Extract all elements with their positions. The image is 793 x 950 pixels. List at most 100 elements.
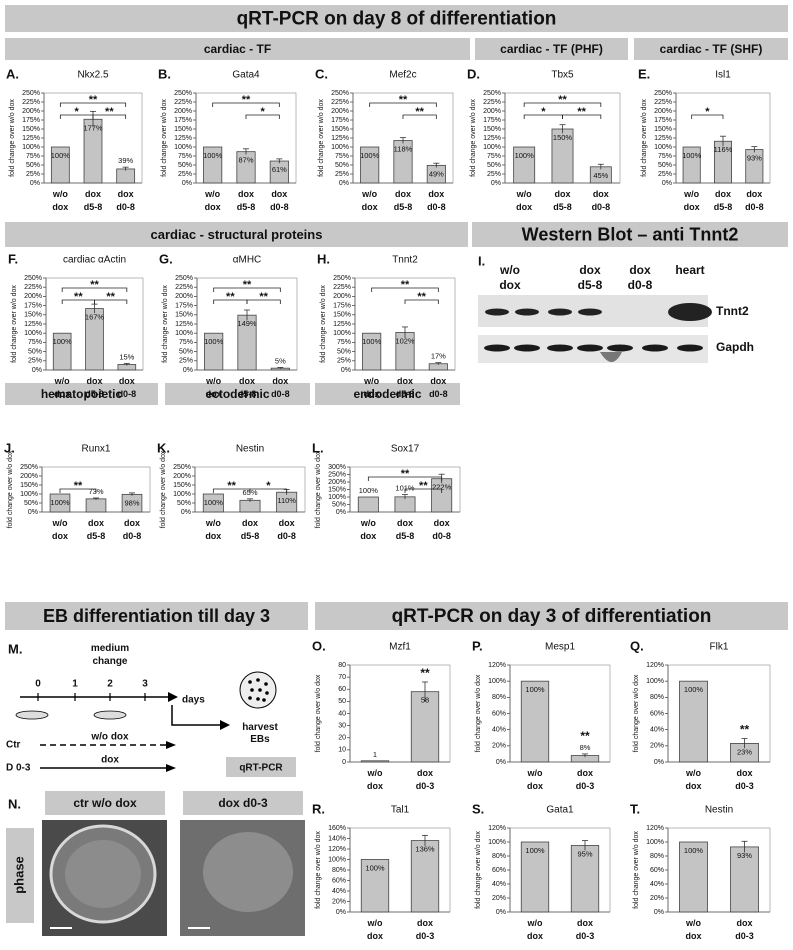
panel-label: N. — [8, 796, 21, 811]
section-header-bg — [5, 38, 470, 60]
significance-bracket — [59, 488, 97, 493]
section-header-bg — [5, 5, 788, 32]
y-tick-label: 40% — [492, 727, 506, 734]
y-tick-label: 100% — [333, 330, 351, 337]
y-tick-label: 120% — [488, 825, 506, 832]
y-tick-label: 175% — [654, 117, 672, 124]
y-axis-label: fold change over w/o dox — [315, 450, 322, 528]
treatment-label: dox — [101, 755, 119, 766]
x-tick-label: dox d0-8 — [432, 518, 451, 541]
bar — [520, 680, 550, 763]
y-tick-label: 225% — [333, 284, 351, 291]
lane-label: dox d0-8 — [628, 263, 653, 292]
x-tick-label: w/o dox — [54, 376, 71, 399]
y-tick-label: 225% — [24, 284, 42, 291]
y-tick-label: 25% — [26, 171, 40, 178]
y-tick-label: 60% — [332, 877, 346, 884]
y-axis-label: fold change over w/o dox — [315, 831, 322, 909]
column-header-bg — [45, 791, 165, 815]
y-tick-label: 40% — [492, 881, 506, 888]
panel-label: F. — [8, 251, 18, 266]
value-label: 110% — [277, 496, 296, 505]
y-tick-label: 50% — [26, 162, 40, 169]
chart-title: Mzf1 — [389, 642, 411, 653]
significance-bracket — [371, 287, 439, 292]
value-label: 177% — [83, 123, 103, 132]
y-tick-label: 250% — [173, 464, 191, 471]
bar — [204, 332, 224, 371]
y-tick-label: 225% — [331, 99, 349, 106]
y-tick-label: 250% — [483, 90, 501, 97]
significance-label: ** — [74, 480, 83, 492]
y-tick-label: 50% — [24, 500, 38, 507]
value-label: 23% — [737, 747, 752, 756]
y-tick-label: 50% — [28, 348, 42, 355]
y-tick-label: 40% — [650, 881, 664, 888]
y-tick-label: 100% — [22, 144, 40, 151]
eb-dot — [250, 688, 254, 692]
x-tick-label: dox d0-8 — [116, 189, 135, 212]
x-tick-label: w/o dox — [527, 768, 544, 791]
significance-bracket — [94, 299, 128, 304]
blot-band — [514, 344, 540, 352]
y-tick-label: 200% — [331, 108, 349, 115]
significance-bracket — [92, 114, 127, 119]
x-tick-label: dox d5-8 — [238, 376, 257, 399]
value-label: 101% — [395, 484, 415, 493]
chart-title: Runx1 — [82, 444, 111, 455]
value-label: 100% — [51, 151, 71, 160]
panel-label: R. — [312, 801, 325, 816]
y-tick-label: 0% — [336, 509, 346, 516]
y-tick-label: 150% — [20, 482, 38, 489]
y-tick-label: 175% — [175, 302, 193, 309]
timepoint-label: 1 — [72, 679, 78, 690]
y-tick-label: 25% — [658, 171, 672, 178]
blot-smear — [600, 352, 622, 362]
y-tick-label: 0% — [183, 367, 193, 374]
significance-bracket — [523, 102, 602, 107]
significance-label: * — [541, 106, 546, 118]
x-tick-label: dox d5-8 — [237, 189, 256, 212]
x-tick-label: dox d0-8 — [745, 189, 764, 212]
y-tick-label: 100% — [488, 839, 506, 846]
y-tick-label: 150% — [328, 486, 346, 493]
significance-label: * — [705, 106, 710, 118]
significance-label: ** — [401, 279, 410, 291]
x-tick-label: dox d5-8 — [85, 376, 104, 399]
value-label: 116% — [714, 145, 733, 154]
row-label: Ctr — [6, 740, 21, 751]
y-tick-label: 60% — [492, 867, 506, 874]
significance-label: ** — [577, 106, 586, 118]
panel-label: H. — [317, 251, 330, 266]
value-label: 100% — [684, 685, 704, 694]
y-tick-label: 70 — [338, 674, 346, 681]
y-tick-label: 60% — [492, 710, 506, 717]
section-header: ectodermic — [205, 387, 269, 401]
row-label: phase — [11, 856, 26, 894]
y-tick-label: 125% — [174, 135, 192, 142]
section-header-bg — [5, 383, 158, 405]
chart-title: Mef2c — [389, 70, 416, 81]
y-tick-label: 175% — [24, 302, 42, 309]
chart-title: Tnnt2 — [392, 255, 418, 266]
panel-label: A. — [6, 66, 19, 81]
y-tick-label: 250% — [20, 464, 38, 471]
bar — [116, 168, 136, 184]
y-tick-label: 10 — [338, 747, 346, 754]
eb-dot — [248, 696, 252, 700]
y-tick-label: 25% — [335, 171, 349, 178]
value-label: 100% — [515, 151, 535, 160]
y-tick-label: 75% — [178, 153, 192, 160]
value-label: 167% — [85, 313, 105, 322]
significance-label: ** — [105, 106, 114, 118]
x-tick-label: w/o dox — [204, 189, 221, 212]
significance-bracket — [691, 114, 724, 119]
value-label: 100% — [359, 486, 379, 495]
y-tick-label: 150% — [22, 126, 40, 133]
y-tick-label: 100% — [328, 856, 346, 863]
y-tick-label: 25% — [178, 171, 192, 178]
x-tick-label: dox d5-8 — [553, 189, 572, 212]
section-header-bg — [5, 222, 468, 247]
x-tick-label: dox d0-3 — [416, 768, 435, 791]
